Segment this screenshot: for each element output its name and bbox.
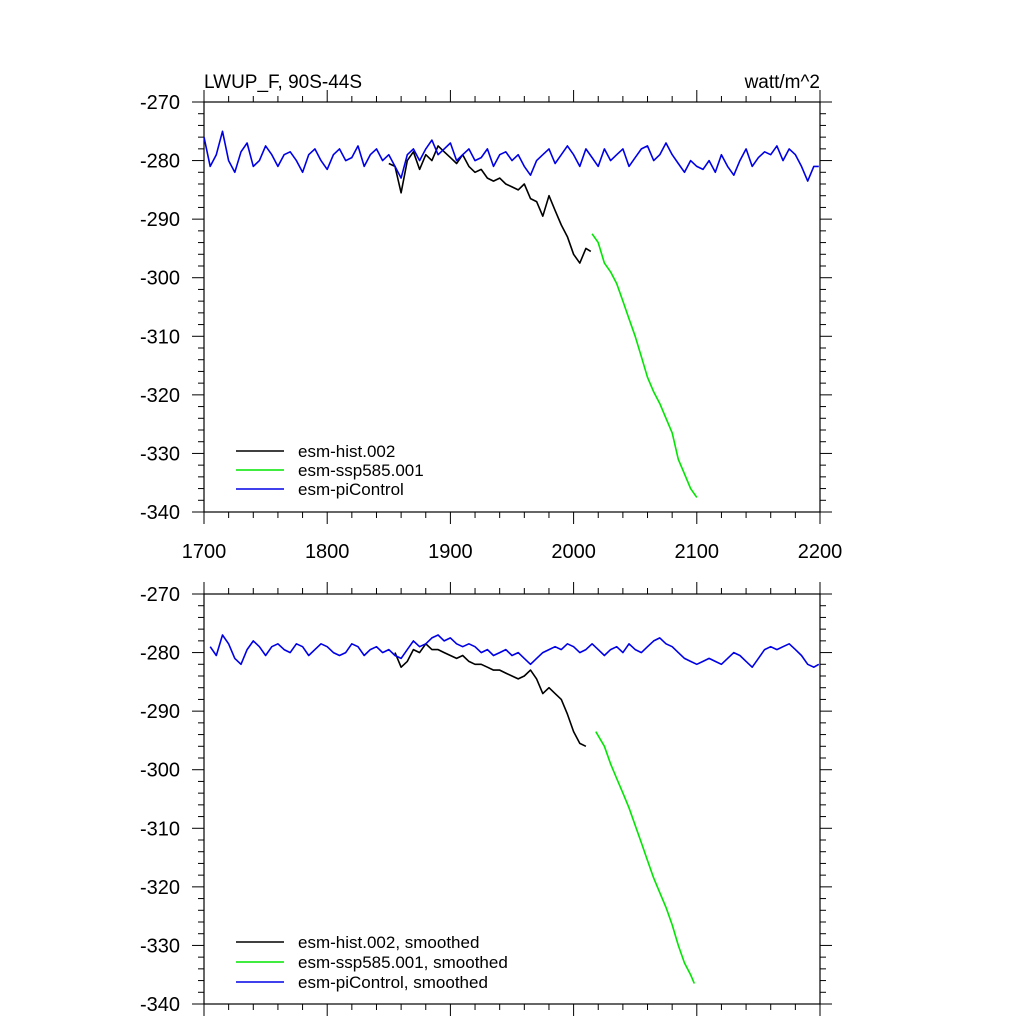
y-tick-label: -330 (140, 443, 180, 465)
units-label: watt/m^2 (744, 72, 820, 93)
plot-frame (203, 593, 821, 1005)
y-tick-label: -300 (140, 268, 180, 290)
legend-label: esm-hist.002 (298, 442, 395, 461)
chart-title: LWUP_F, 90S-44S (204, 72, 362, 93)
series-line-0 (388, 145, 592, 264)
series-line-0 (394, 642, 587, 748)
series-line-2 (203, 130, 819, 182)
legend-label: esm-ssp585.001 (298, 461, 424, 480)
y-tick-label: -280 (140, 151, 180, 173)
y-tick-label: -310 (140, 818, 180, 840)
legend-label: esm-piControl (298, 480, 404, 499)
legend-label: esm-piControl, smoothed (298, 973, 488, 992)
y-tick-label: -290 (140, 701, 180, 723)
top-panel: -340 -330 -320 -310 -300 -290 -280 -270 1700 1800… (140, 72, 842, 563)
legend-label: esm-hist.002, smoothed (298, 933, 479, 952)
bottom-panel: -340 -330 -320 -310 -300 -290 -280 -270 esm-hist… (140, 582, 832, 1016)
x-tick-label: 1900 (428, 541, 473, 563)
y-tick-label: -320 (140, 877, 180, 899)
series-line-1 (591, 233, 698, 498)
legend-label: esm-ssp585.001, smoothed (298, 953, 508, 972)
plot-frame (203, 101, 821, 513)
y-tick-label: -330 (140, 935, 180, 957)
y-tick-label: -290 (140, 209, 180, 231)
x-tick-label: 2000 (551, 541, 596, 563)
y-tick-label: -340 (140, 994, 180, 1016)
series-line-1 (595, 731, 696, 984)
y-tick-label: -300 (140, 760, 180, 782)
y-tick-label: -310 (140, 326, 180, 348)
x-tick-label: 1800 (305, 541, 350, 563)
x-tick-label: 1700 (182, 541, 227, 563)
y-tick-label: -270 (140, 584, 180, 606)
y-tick-label: -320 (140, 385, 180, 407)
y-tick-label: -270 (140, 92, 180, 114)
y-tick-label: -340 (140, 502, 180, 524)
y-tick-label: -280 (140, 643, 180, 665)
x-tick-label: 2200 (798, 541, 843, 563)
x-tick-label: 2100 (675, 541, 720, 563)
series-line-2 (209, 634, 820, 669)
